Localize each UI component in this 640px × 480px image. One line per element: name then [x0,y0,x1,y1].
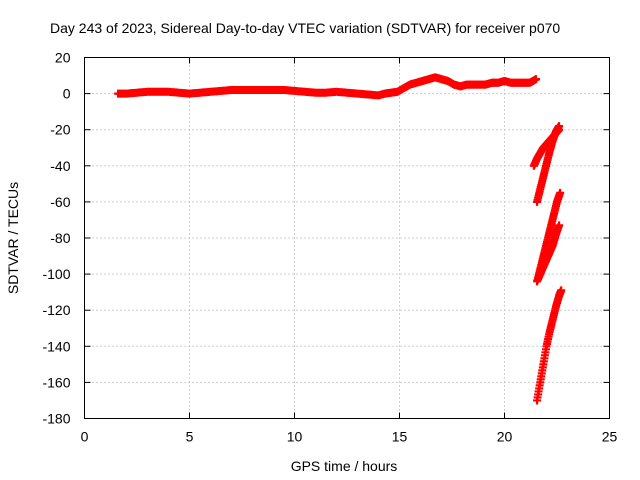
series-branch-2 [533,122,564,206]
y-tick-label: -160 [42,374,70,390]
x-tick-label: 5 [186,429,194,445]
series-branch-5 [533,286,566,405]
y-axis-label: SDTVAR / TECUs [5,182,21,294]
plot-frame [84,57,610,419]
x-tick-label: 25 [602,429,618,445]
grid-lines [84,57,610,419]
y-tick-label: -180 [42,411,70,427]
data-point [532,75,540,84]
data-points [114,73,566,405]
x-tick-label: 10 [287,429,303,445]
y-tick-label: -140 [42,338,70,354]
x-tick-label: 20 [497,429,513,445]
y-tick-label: -60 [50,194,70,210]
y-tick-label: -20 [50,122,70,138]
axis-ticks: 0 5 10 15 20 25 20 0 -20 -40 -60 -80 -100 -120 -140 -16… [42,50,617,445]
data-point [557,286,566,295]
series-branch-4 [534,188,565,282]
y-tick-label: 0 [63,86,71,102]
chart-title: Day 243 of 2023, Sidereal Day-to-day VTE… [50,20,560,36]
y-tick-label: -100 [42,266,70,282]
y-tick-label: -80 [50,230,70,246]
y-tick-label: -120 [42,302,70,318]
x-tick-label: 0 [81,429,89,445]
y-tick-label: -40 [50,158,70,174]
data-point [555,221,564,230]
y-tick-label: 20 [55,50,71,66]
series-main-track [114,73,540,100]
data-point [556,188,565,197]
x-tick-label: 15 [392,429,408,445]
data-point [555,122,564,131]
x-axis-label: GPS time / hours [291,458,398,474]
